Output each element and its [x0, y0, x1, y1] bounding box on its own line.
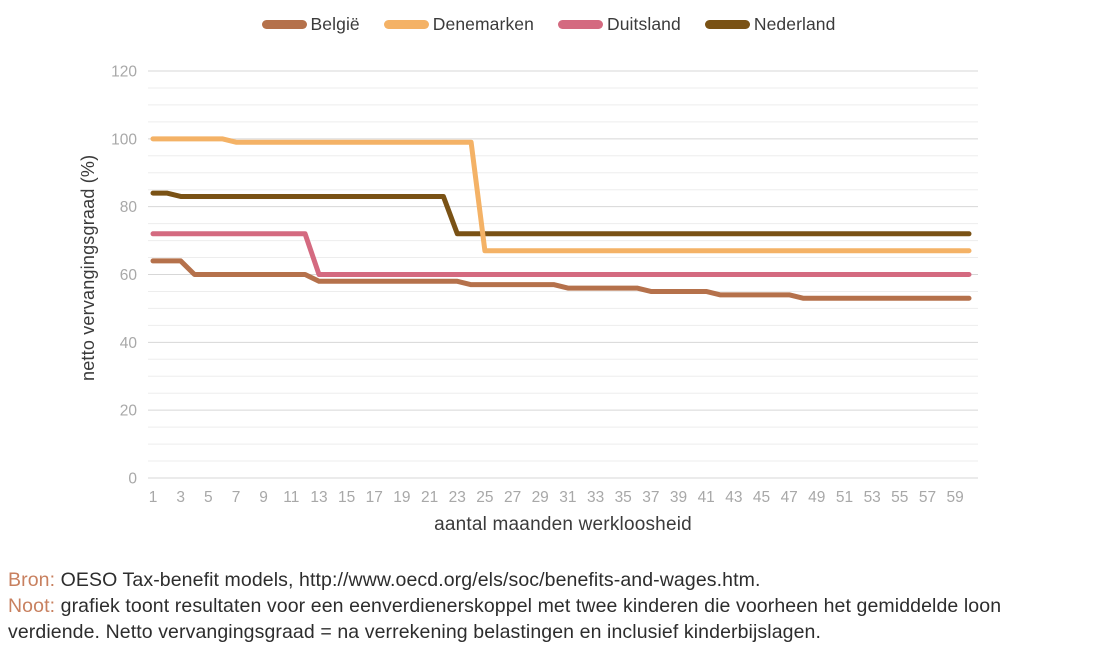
x-tick-label: 57: [919, 489, 936, 506]
x-tick-label: 19: [393, 489, 410, 506]
legend-item-belgie: België: [261, 14, 360, 35]
y-tick-label: 20: [120, 403, 138, 420]
y-tick-label: 0: [128, 471, 137, 488]
x-tick-label: 31: [559, 489, 576, 506]
x-tick-label: 11: [283, 489, 299, 506]
x-tick-label: 35: [615, 489, 632, 506]
x-tick-label: 39: [670, 489, 687, 506]
x-tick-label: 29: [532, 489, 549, 506]
x-tick-label: 33: [587, 489, 604, 506]
series-line-België: [150, 258, 972, 301]
x-tick-label: 21: [421, 489, 438, 506]
noot-text: grafiek toont resultaten voor een eenver…: [8, 595, 1002, 643]
legend-label-duitsland: Duitsland: [606, 14, 681, 34]
x-tick-label: 3: [176, 489, 185, 506]
y-tick-label: 100: [111, 131, 137, 148]
x-tick-label: 17: [366, 489, 383, 506]
legend-item-duitsland: Duitsland: [557, 14, 681, 35]
x-tick-label: 49: [808, 489, 825, 506]
bron-text: OESO Tax-benefit models, http://www.oecd…: [60, 569, 761, 591]
x-tick-label: 9: [259, 489, 268, 506]
x-tick-label: 15: [338, 489, 355, 506]
legend-swatch-nederland: [704, 20, 750, 29]
x-tick-label: 47: [781, 489, 798, 506]
x-tick-label: 41: [698, 489, 715, 506]
x-tick-label: 1: [149, 489, 158, 506]
source-line: Bron: OESO Tax-benefit models, http://ww…: [8, 567, 1093, 593]
x-tick-label: 7: [232, 489, 241, 506]
x-tick-label: 23: [449, 489, 466, 506]
x-tick-label: 51: [836, 489, 853, 506]
x-tick-label: 55: [891, 489, 908, 506]
legend-label-denemarken: Denemarken: [432, 14, 534, 34]
series-line-Denemarken: [150, 136, 972, 254]
bron-label: Bron:: [8, 569, 56, 591]
x-axis-title: aantal maanden werkloosheid: [434, 514, 692, 535]
chart-legend: België Denemarken Duitsland Nederland: [0, 14, 1097, 35]
series-line-Duitsland: [150, 231, 972, 277]
x-tick-label: 25: [476, 489, 493, 506]
legend-label-belgie: België: [310, 14, 360, 34]
x-tick-label: 59: [946, 489, 963, 506]
legend-item-nederland: Nederland: [704, 14, 836, 35]
series-line-Nederland: [150, 190, 972, 237]
legend-item-denemarken: Denemarken: [383, 14, 534, 35]
legend-swatch-belgie: [261, 20, 307, 29]
x-tick-label: 43: [725, 489, 742, 506]
y-tick-label: 60: [120, 267, 138, 284]
y-tick-label: 40: [120, 335, 138, 352]
legend-label-nederland: Nederland: [753, 14, 836, 34]
x-tick-label: 5: [204, 489, 213, 506]
source-note: Bron: OESO Tax-benefit models, http://ww…: [8, 567, 1093, 645]
x-tick-label: 45: [753, 489, 770, 506]
x-tick-label: 37: [642, 489, 659, 506]
legend-swatch-duitsland: [557, 20, 603, 29]
noot-label: Noot:: [8, 595, 56, 617]
x-tick-label: 13: [310, 489, 327, 506]
y-tick-label: 80: [120, 199, 138, 216]
x-tick-label: 53: [864, 489, 881, 506]
legend-swatch-denemarken: [383, 20, 429, 29]
note-line: Noot: grafiek toont resultaten voor een …: [8, 593, 1093, 645]
x-tick-label: 27: [504, 489, 521, 506]
y-tick-label: 120: [111, 64, 137, 81]
